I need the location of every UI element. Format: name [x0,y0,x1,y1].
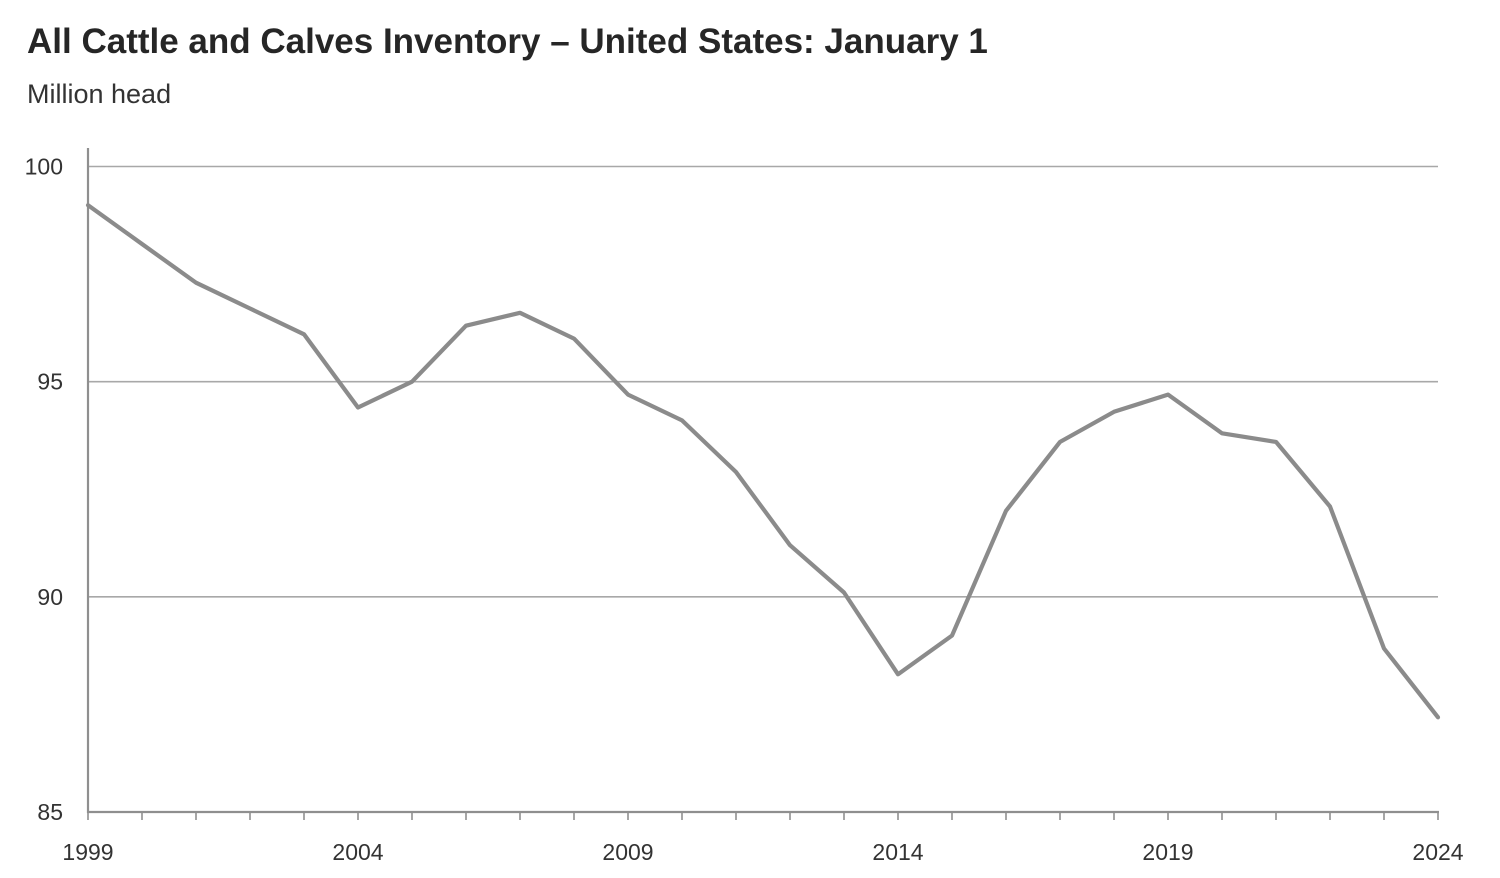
x-axis-label-2009: 2009 [602,839,653,865]
y-axis-label-85: 85 [37,799,63,825]
y-axis-unit-label: Million head [27,79,172,109]
x-axis-label-2019: 2019 [1142,839,1193,865]
x-axis-label-2014: 2014 [872,839,923,865]
y-axis-label-100: 100 [25,154,63,180]
x-axis-label-2004: 2004 [332,839,383,865]
x-axis-label-2024: 2024 [1412,839,1463,865]
data-line-all-cattle-inventory [85,203,1441,720]
chart-title: All Cattle and Calves Inventory – United… [27,22,988,61]
x-axis-label-1999: 1999 [62,839,113,865]
y-axis-label-95: 95 [37,369,63,395]
y-axis-label-90: 90 [37,584,63,610]
